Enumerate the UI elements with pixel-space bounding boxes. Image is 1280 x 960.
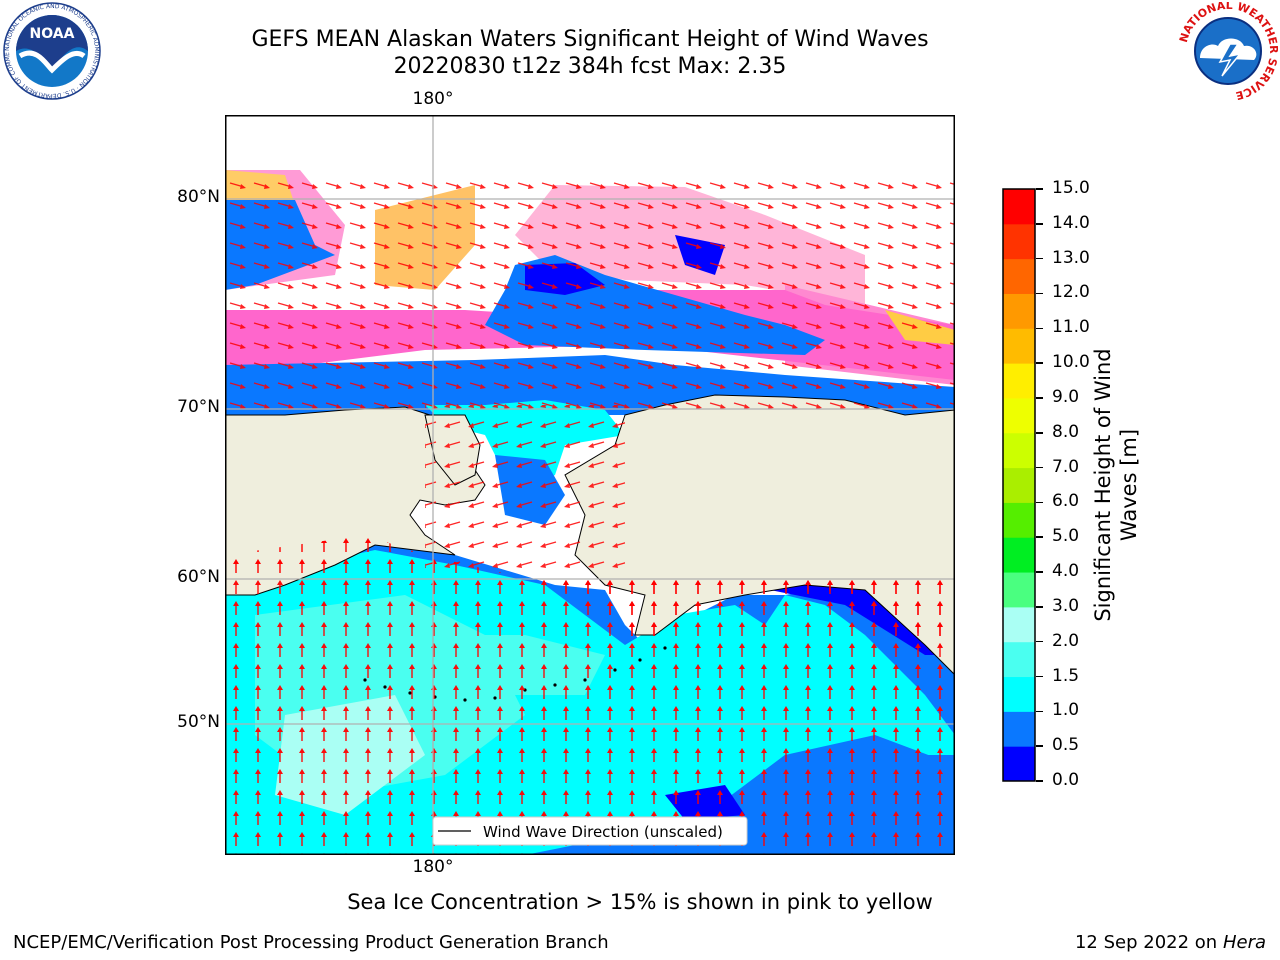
colorbar-tick-mark bbox=[1036, 501, 1043, 504]
colorbar-tick-label: 12.0 bbox=[1052, 282, 1090, 303]
lon-label-top: 180° bbox=[412, 89, 454, 109]
colorbar-tick-mark bbox=[1036, 571, 1043, 573]
map-plot: Wind Wave Direction (unscaled) bbox=[225, 115, 955, 855]
colorbar-tick-label: 0.5 bbox=[1052, 735, 1080, 756]
colorbar-tick-mark bbox=[1036, 780, 1043, 782]
colorbar-tick-mark bbox=[1036, 466, 1043, 469]
colorbar-segment bbox=[1003, 467, 1035, 503]
colorbar-segment bbox=[1003, 363, 1035, 399]
colorbar bbox=[1002, 188, 1036, 782]
colorbar-segment bbox=[1003, 606, 1035, 643]
colorbar-tick-mark bbox=[1036, 188, 1043, 190]
colorbar-tick-mark bbox=[1036, 710, 1043, 713]
colorbar-segment bbox=[1003, 502, 1035, 538]
colorbar-segment bbox=[1003, 432, 1035, 469]
caption: Sea Ice Concentration > 15% is shown in … bbox=[347, 890, 933, 914]
colorbar-segment bbox=[1003, 676, 1035, 712]
colorbar-tick-label: 10.0 bbox=[1052, 352, 1090, 373]
colorbar-tick-mark bbox=[1036, 606, 1043, 608]
colorbar-segment bbox=[1003, 641, 1035, 678]
colorbar-tick-mark bbox=[1036, 432, 1043, 434]
colorbar-tick-mark bbox=[1036, 292, 1043, 295]
colorbar-segment bbox=[1003, 328, 1035, 364]
plot-subtitle: 20220830 t12z 384h fcst Max: 2.35 bbox=[393, 54, 787, 79]
colorbar-tick-mark bbox=[1036, 675, 1043, 678]
colorbar-label: Significant Height of Wind Waves [m] bbox=[1091, 348, 1141, 622]
map-legend bbox=[432, 816, 748, 846]
plot-title: GEFS MEAN Alaskan Waters Significant Hei… bbox=[251, 27, 929, 52]
footer-left: NCEP/EMC/Verification Post Processing Pr… bbox=[13, 932, 609, 953]
colorbar-tick-mark bbox=[1036, 536, 1043, 538]
lon-label-bottom: 180° bbox=[412, 857, 454, 877]
colorbar-tick-label: 15.0 bbox=[1052, 178, 1090, 198]
colorbar-segment bbox=[1003, 189, 1035, 225]
svg-text:NOAA: NOAA bbox=[30, 26, 75, 42]
colorbar-tick-label: 1.0 bbox=[1052, 700, 1080, 721]
colorbar-tick-label: 9.0 bbox=[1052, 386, 1080, 407]
colorbar-tick-mark bbox=[1036, 327, 1043, 330]
colorbar-tick-label: 14.0 bbox=[1052, 212, 1090, 233]
colorbar-tick-mark bbox=[1036, 362, 1043, 364]
colorbar-tick-label: 2.0 bbox=[1052, 630, 1080, 651]
footer-date: 12 Sep 2022 on bbox=[1074, 932, 1218, 953]
colorbar-tick-label: 13.0 bbox=[1052, 247, 1090, 268]
colorbar-segment bbox=[1003, 223, 1035, 260]
gridlines bbox=[225, 115, 955, 855]
colorbar-tick-mark bbox=[1036, 223, 1043, 225]
colorbar-tick-label: 11.0 bbox=[1052, 317, 1090, 338]
colorbar-segment bbox=[1003, 711, 1035, 747]
colorbar-segment bbox=[1003, 293, 1035, 329]
footer-right: 12 Sep 2022 on Hera bbox=[1075, 932, 1266, 953]
lat-label: 60°N bbox=[177, 567, 220, 587]
colorbar-tick-mark bbox=[1036, 397, 1043, 399]
colorbar-segment bbox=[1003, 397, 1035, 434]
colorbar-tick-label: 7.0 bbox=[1052, 456, 1080, 477]
lat-label: 80°N bbox=[177, 187, 220, 207]
wave-direction-arrows bbox=[225, 575, 955, 855]
wave-direction-arrows bbox=[425, 405, 625, 575]
lat-label: 50°N bbox=[177, 712, 220, 732]
noaa-logo: NATIONAL OCEANIC AND ATMOSPHERIC ADMINIS… bbox=[2, 2, 101, 100]
colorbar-tick-mark bbox=[1036, 257, 1043, 260]
colorbar-tick-label: 0.0 bbox=[1052, 770, 1080, 790]
map-frame bbox=[225, 115, 955, 855]
wave-direction-arrows bbox=[225, 175, 955, 415]
colorbar-tick-label: 1.5 bbox=[1052, 665, 1080, 686]
colorbar-tick-label: 3.0 bbox=[1052, 595, 1080, 616]
footer-machine: Hera bbox=[1222, 932, 1266, 953]
colorbar-tick-label: 5.0 bbox=[1052, 526, 1080, 547]
colorbar-segment bbox=[1003, 537, 1035, 573]
colorbar-tick-label: 4.0 bbox=[1052, 561, 1080, 582]
colorbar-tick-label: 8.0 bbox=[1052, 421, 1080, 442]
lat-label: 70°N bbox=[177, 397, 220, 417]
colorbar-segment bbox=[1003, 746, 1035, 782]
colorbar-tick-label: 6.0 bbox=[1052, 491, 1080, 512]
colorbar-tick-mark bbox=[1036, 745, 1043, 747]
legend-label: Wind Wave Direction (unscaled) bbox=[483, 823, 723, 841]
colorbar-segment bbox=[1003, 572, 1035, 608]
colorbar-segment bbox=[1003, 258, 1035, 294]
colorbar-tick-mark bbox=[1036, 640, 1043, 643]
wave-direction-arrows bbox=[225, 535, 955, 655]
nws-logo: NATIONAL WEATHER SERVICE bbox=[1178, 2, 1278, 100]
